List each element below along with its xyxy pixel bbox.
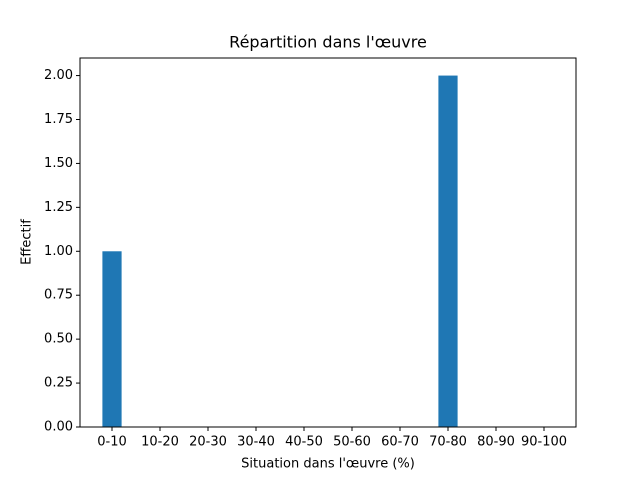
plot-frame [79,57,577,428]
y-tick-label: 0.25 [44,376,73,391]
y-tick-label: 1.75 [44,112,73,127]
y-axis-label: Effectif [20,219,35,265]
y-tick-label: 1.50 [44,156,73,171]
y-tick-label: 1.00 [44,244,73,259]
x-tick-label: 0-10 [97,435,127,450]
y-tick-label: 0.00 [44,420,73,435]
x-tick-label: 60-70 [381,435,419,450]
bar [102,251,122,427]
x-axis-label: Situation dans l'œuvre (%) [241,457,415,472]
x-tick-label: 40-50 [285,435,323,450]
x-tick-label: 70-80 [429,435,467,450]
x-tick-label: 90-100 [521,435,567,450]
x-tick-label: 30-40 [237,435,275,450]
y-tick-label: 1.25 [44,200,73,215]
y-tick-label: 0.50 [44,332,73,347]
x-tick-label: 20-30 [189,435,227,450]
x-tick-label: 10-20 [141,435,179,450]
chart-title: Répartition dans l'œuvre [229,33,427,52]
x-tick-label: 80-90 [477,435,515,450]
bar [438,75,458,428]
x-tick-label: 50-60 [333,435,371,450]
y-tick-label: 2.00 [44,68,73,83]
y-tick-label: 0.75 [44,288,73,303]
